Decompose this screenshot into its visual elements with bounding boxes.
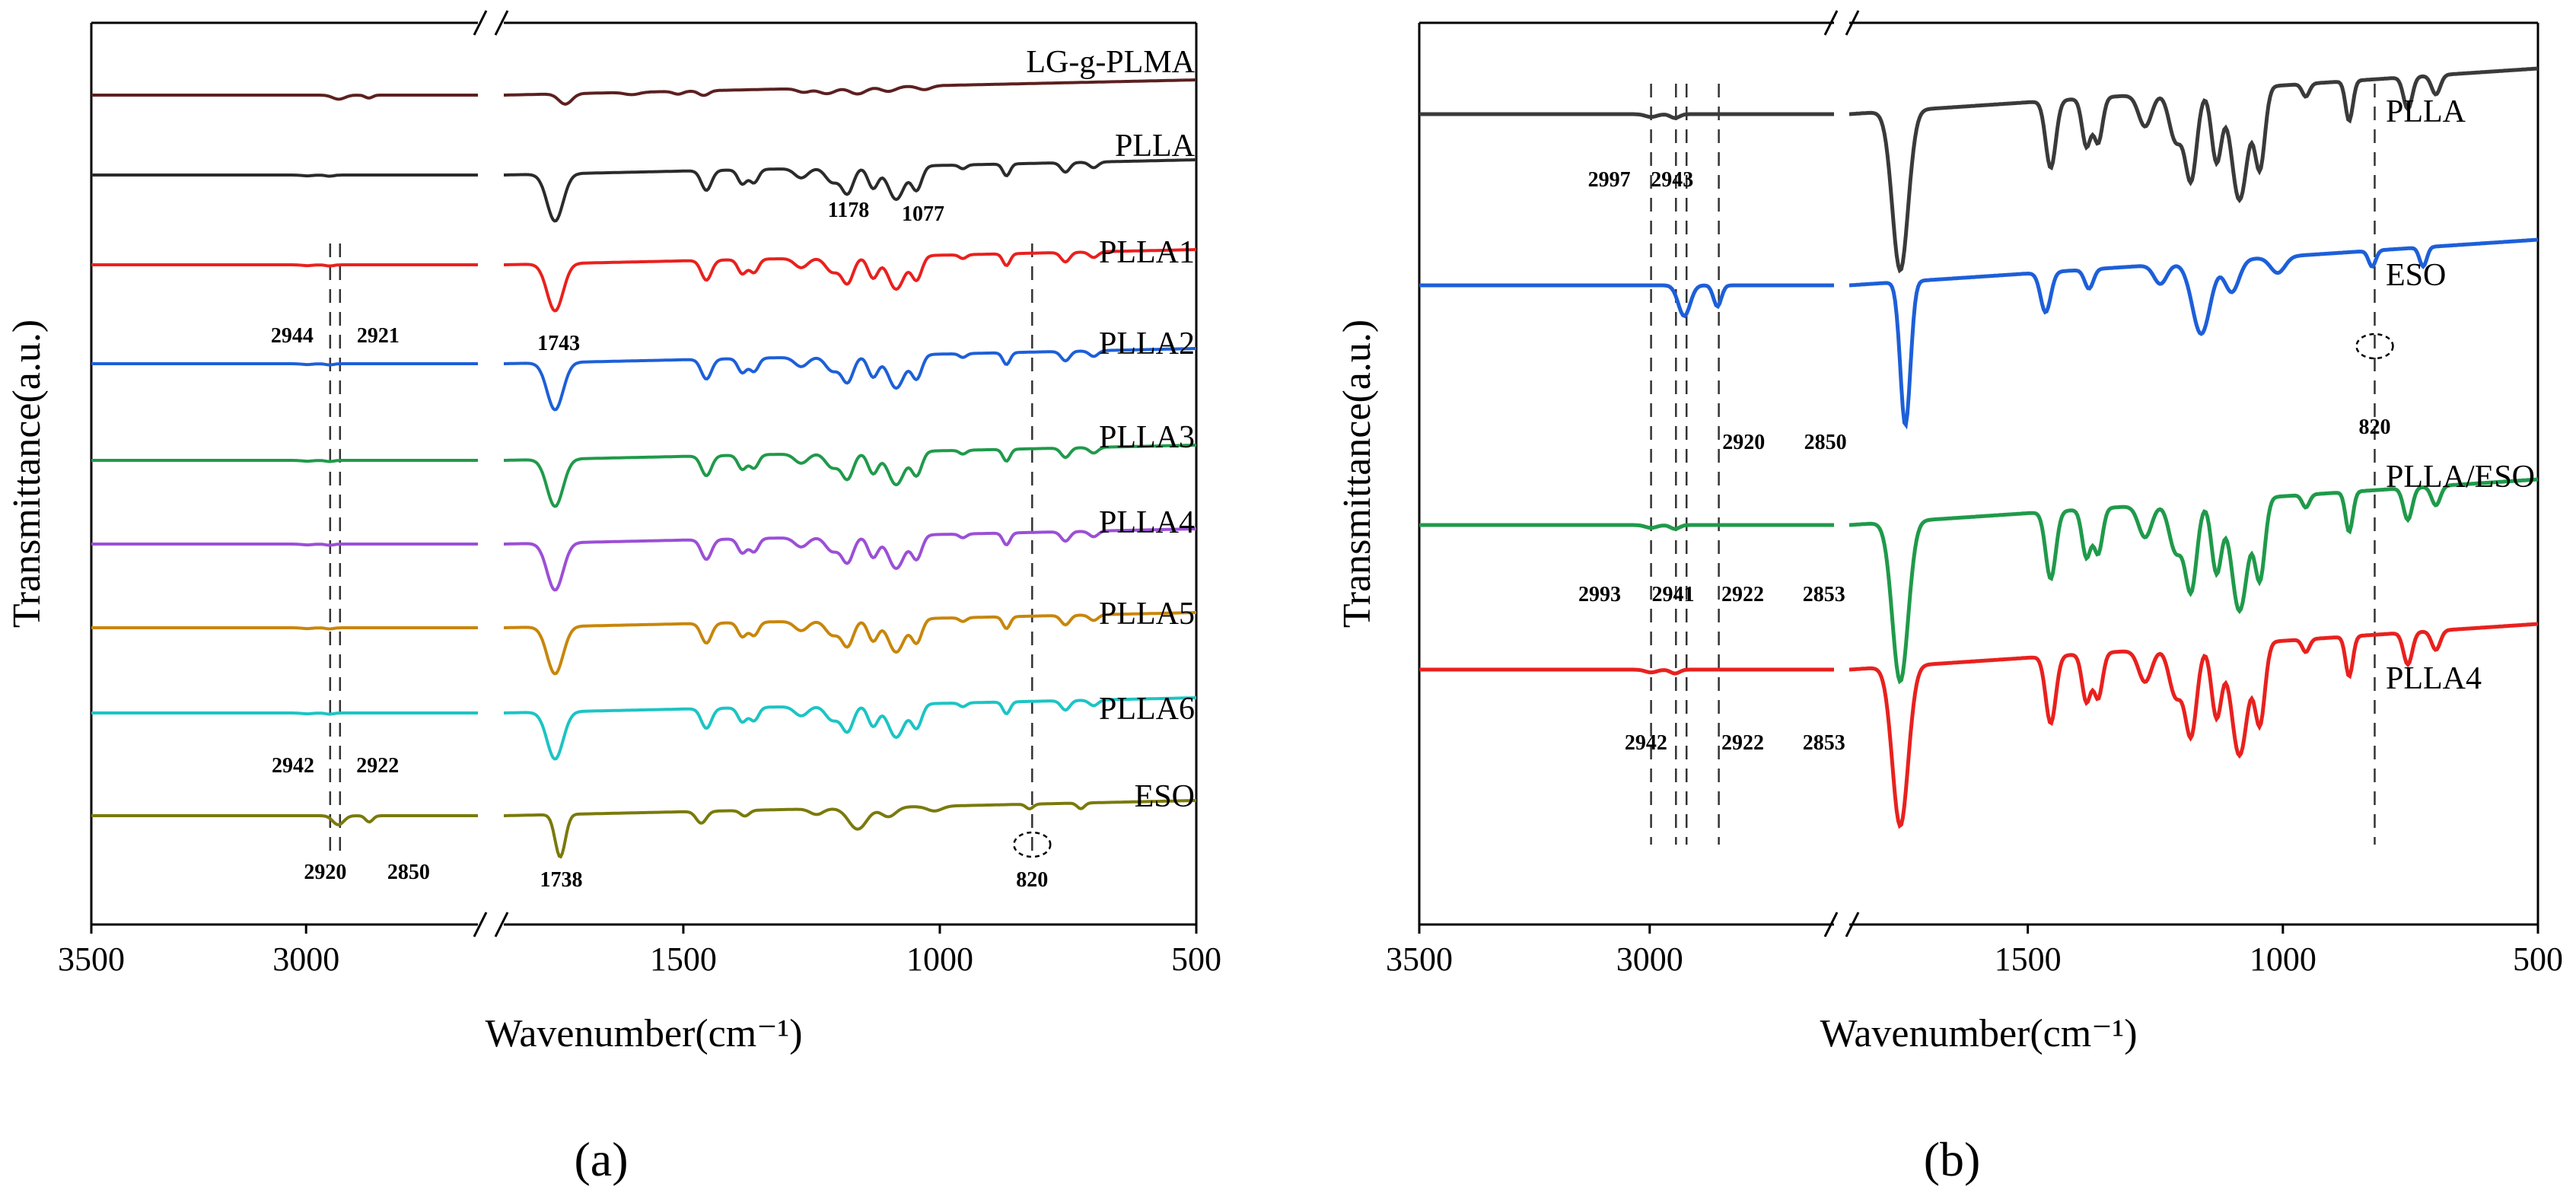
- series-line-plla-right: [1848, 66, 2539, 274]
- series-label: PLLA4: [1099, 505, 1195, 540]
- series-label: PLLA: [1115, 129, 1196, 164]
- x-axis-title: Wavenumber(cm⁻¹): [485, 1012, 802, 1055]
- peak-annotation: 2921: [357, 324, 400, 348]
- panel-label-b: (b): [1924, 1132, 1981, 1186]
- series-line-plla4-left: [1419, 667, 1834, 676]
- series-line-plla6-left: [91, 711, 478, 716]
- peak-annotation: 820: [1016, 868, 1048, 892]
- x-tick-label: 1500: [650, 940, 717, 978]
- series-line-plla4-right: [504, 527, 1196, 592]
- panel-a: 3500 3000 1500 1000 500 Wavenumber(cm⁻¹) Trans…: [5, 10, 1221, 1055]
- peak-annotation: 820: [2358, 415, 2390, 439]
- series-line-plla5-left: [91, 626, 478, 631]
- peak-annotation: 1738: [540, 868, 582, 892]
- series-line-plla2-right: [504, 347, 1196, 412]
- series-line-plla-eso-right: [1848, 477, 2539, 685]
- series-label: PLLA6: [1099, 692, 1195, 727]
- series-line-eso-right: [504, 799, 1196, 859]
- y-axis-title: Transmittance(a.u.): [5, 320, 49, 628]
- peak-annotation: 2944: [271, 324, 314, 348]
- axis-break-mark: [1845, 912, 1860, 937]
- y-axis-title: Transmittance(a.u.): [1336, 320, 1379, 628]
- axis-break-mark: [473, 10, 488, 36]
- axis-break-mark: [1823, 10, 1839, 36]
- series-line-eso-left: [91, 814, 478, 826]
- x-tick-label: 1000: [906, 940, 973, 978]
- series-label: ESO: [2386, 258, 2446, 293]
- peak-annotation: 1077: [902, 202, 944, 226]
- x-tick-label: 500: [2513, 940, 2563, 978]
- series-label: PLLA1: [1099, 235, 1195, 270]
- x-tick-label: 1500: [1995, 940, 2062, 978]
- series-line-plla4-left: [91, 543, 478, 547]
- series-line-lg-g-plma-left: [91, 94, 478, 101]
- peak-annotation: 2997: [1588, 168, 1631, 192]
- peak-annotation: 2941: [1652, 583, 1695, 606]
- peak-annotation: 2850: [387, 861, 430, 884]
- panel-label-a: (a): [574, 1132, 628, 1186]
- series-line-lg-g-plma-right: [504, 78, 1196, 106]
- axis-break-mark: [473, 912, 488, 937]
- peak-annotation: 1178: [828, 199, 869, 222]
- x-tick-label: 3500: [1386, 940, 1453, 978]
- series-line-eso-left: [1419, 283, 1834, 319]
- peak-annotation: 2920: [1722, 431, 1765, 454]
- series-line-plla5-right: [504, 611, 1196, 676]
- series-line-plla1-right: [504, 248, 1196, 313]
- series-label: PLLA3: [1099, 420, 1195, 455]
- series-label: PLLA/ESO: [2386, 460, 2535, 495]
- peak-annotation: 2922: [1721, 583, 1764, 606]
- series-line-plla-left: [1419, 112, 1834, 120]
- peak-annotation: 2993: [1578, 583, 1621, 606]
- peak-annotation: 1743: [537, 332, 580, 355]
- series-line-plla4-right: [1848, 622, 2539, 829]
- axis-break-mark: [1823, 912, 1839, 937]
- peak-annotation: 2853: [1803, 731, 1845, 755]
- axis-break-mark: [494, 912, 509, 937]
- x-axis-title: Wavenumber(cm⁻¹): [1820, 1012, 2137, 1055]
- axis-break-mark: [1845, 10, 1860, 36]
- series-label: PLLA2: [1099, 326, 1195, 361]
- series-line-plla1-left: [91, 263, 478, 268]
- series-label: ESO: [1135, 779, 1195, 814]
- series-line-plla3-left: [91, 459, 478, 463]
- series-line-plla-right: [504, 158, 1196, 223]
- peak-annotation: 2922: [356, 754, 399, 778]
- series-line-plla-eso-left: [1419, 523, 1834, 531]
- x-tick-label: 3000: [272, 940, 339, 978]
- peak-annotation: 2853: [1803, 583, 1845, 606]
- peak-820-marker: [1013, 831, 1052, 858]
- series-line-plla-left: [91, 173, 478, 178]
- series-line-eso-right: [1848, 237, 2539, 430]
- peak-820-marker: [2355, 333, 2394, 360]
- series-label: PLLA4: [2386, 661, 2482, 696]
- series-label: PLLA5: [1099, 597, 1195, 632]
- series-line-plla6-right: [504, 696, 1196, 761]
- x-tick-label: 3500: [58, 940, 125, 978]
- series-line-plla3-right: [504, 444, 1196, 508]
- x-tick-label: 1000: [2250, 940, 2316, 978]
- peak-annotation: 2920: [304, 861, 346, 884]
- peak-annotation: 2942: [1625, 731, 1667, 755]
- series-label: PLLA: [2386, 94, 2466, 129]
- axis-break-mark: [494, 10, 509, 36]
- series-line-plla2-left: [91, 362, 478, 367]
- x-tick-label: 500: [1171, 940, 1221, 978]
- series-label: LG-g-PLMA: [1026, 45, 1195, 80]
- panel-b: 3500 3000 1500 1000 500 Wavenumber(cm⁻¹) Trans…: [1336, 10, 2563, 1055]
- peak-annotation: 2943: [1651, 168, 1693, 192]
- x-tick-label: 3000: [1616, 940, 1683, 978]
- peak-annotation: 2922: [1721, 731, 1764, 755]
- peak-annotation: 2850: [1804, 431, 1847, 454]
- peak-annotation: 2942: [272, 754, 314, 778]
